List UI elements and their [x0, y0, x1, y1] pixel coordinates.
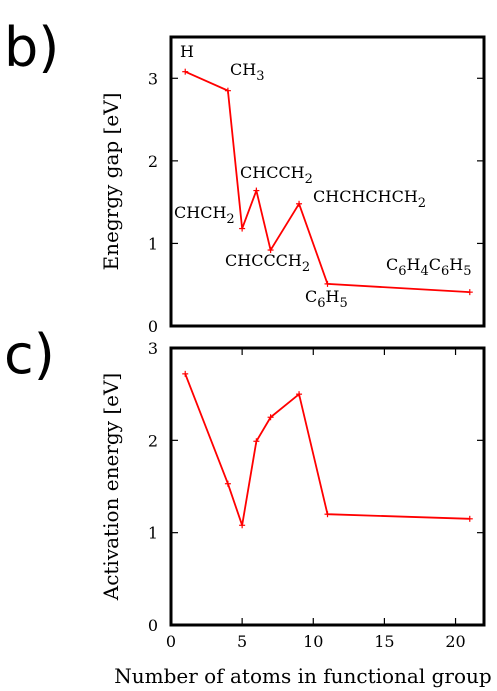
- annotation-h: H: [180, 42, 194, 61]
- x-tick-label: 0: [166, 632, 176, 651]
- y-tick-label: 1: [148, 524, 158, 543]
- series-line: [184, 373, 470, 526]
- data-point: [466, 515, 473, 522]
- data-point: [253, 438, 260, 445]
- y-tick-label: 0: [148, 616, 158, 635]
- y-tick-label: 0: [148, 317, 158, 336]
- y-tick-label: 3: [148, 69, 158, 88]
- data-point: [296, 200, 303, 207]
- annotation-c6h4c6h5: C6H4C6H5: [386, 255, 472, 279]
- y-tick-label: 3: [148, 339, 158, 358]
- y-tick-label: 2: [148, 152, 158, 171]
- data-point: [466, 289, 473, 296]
- data-point: [267, 414, 274, 421]
- plot-frame: [169, 346, 486, 627]
- data-point: [182, 370, 189, 377]
- annotation-chccch2: CHCCCH2: [225, 251, 310, 275]
- annotation-chchchch2: CHCHCHCH2: [313, 187, 426, 211]
- data-point: [324, 280, 331, 287]
- plot-frame: [169, 35, 486, 328]
- chart-activation-energy: 0 1 2 3 0 5 10 15 20 Activation energy [eV] Number…: [99, 339, 492, 688]
- panel-label-b: b): [4, 16, 59, 79]
- annotation-ch3: CH3: [230, 60, 264, 84]
- data-point: [324, 511, 331, 518]
- y-axis-title: Activation energy [eV]: [99, 373, 123, 601]
- x-tick-label: 15: [374, 632, 394, 651]
- data-point: [296, 391, 303, 398]
- annotation-c6h5: C6H5: [305, 287, 348, 311]
- x-tick-label: 5: [237, 632, 247, 651]
- data-point: [239, 225, 246, 232]
- data-point: [253, 187, 260, 194]
- data-point: [224, 480, 231, 487]
- y-axis-title: Enegrgy gap [eV]: [99, 93, 123, 271]
- series-line: [184, 70, 470, 294]
- y-tick-label: 1: [148, 234, 158, 253]
- y-tick-label: 2: [148, 431, 158, 450]
- data-point: [267, 247, 274, 254]
- panel-label-c: c): [4, 323, 55, 386]
- data-point: [239, 522, 246, 529]
- x-tick-label: 20: [445, 632, 465, 651]
- data-point: [224, 87, 231, 94]
- x-axis-title: Number of atoms in functional group: [114, 664, 491, 688]
- x-tick-label: 10: [303, 632, 323, 651]
- data-point: [182, 68, 189, 75]
- annotation-chcch2: CHCCH2: [240, 163, 313, 187]
- annotation-chch2: CHCH2: [174, 203, 235, 227]
